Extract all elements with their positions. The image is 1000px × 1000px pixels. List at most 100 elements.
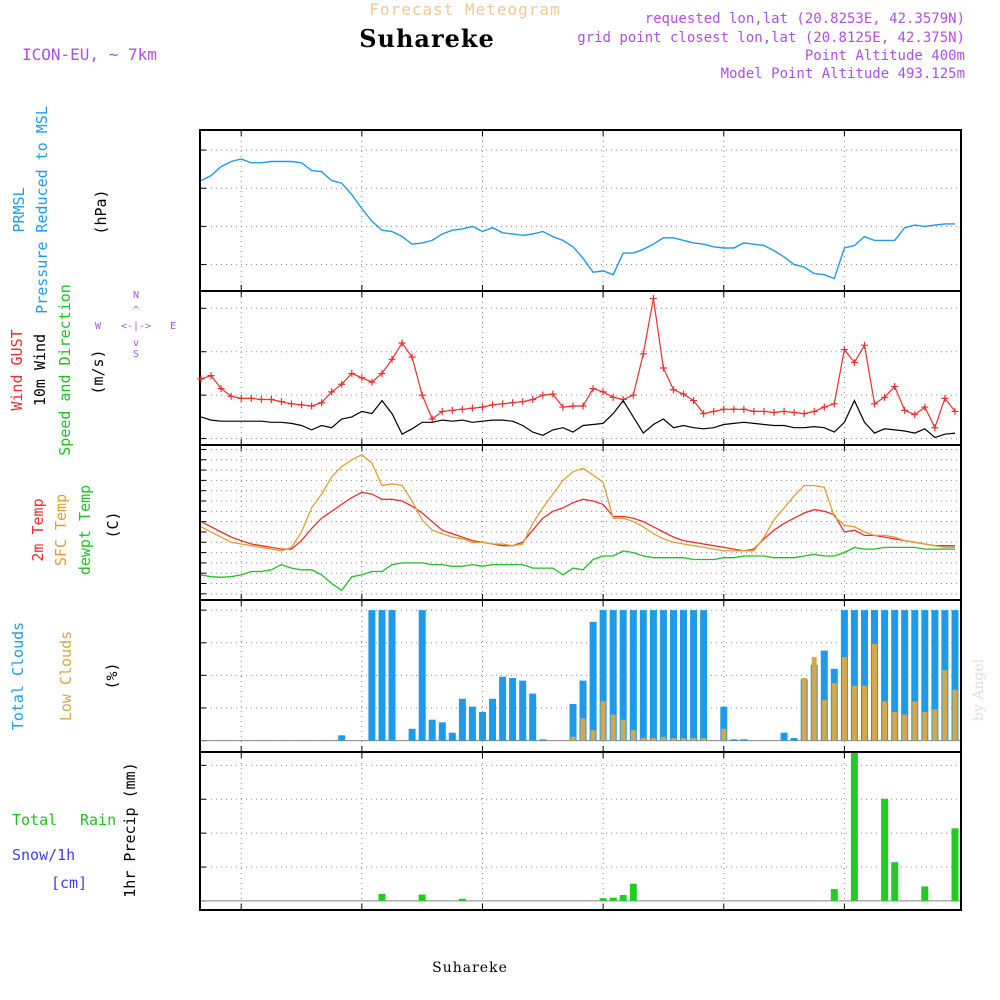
wind-gust-marker [750,407,758,415]
header-grid-point: grid point closest lon,lat (20.8125E, 42… [577,30,965,46]
low-clouds-bar [691,738,697,741]
wind-gust-marker [438,407,446,415]
wind-gust-marker [207,372,215,380]
temp-panel-labels: 2m Temp SFC Temp dewpt Temp (C) [29,485,122,575]
wind-gust-marker [408,353,416,361]
total-clouds-bar [499,676,507,741]
wind-gust-marker [499,400,507,408]
temp-panel-frame [199,444,962,601]
precip-label-cm: [cm] [51,874,87,892]
low-clouds-bar [821,700,827,741]
wind-gust-marker [629,391,637,399]
wind-gust-marker [710,407,718,415]
rain-bar [418,894,426,901]
wind-gust-marker [328,388,336,396]
wind-gust-marker [579,402,587,410]
wind-gust-line [200,298,956,430]
pressure-label-prmsl: PRMSL [10,187,28,232]
temp-label-2m: 2m Temp [29,498,47,561]
low-clouds-bar [872,644,877,741]
total-clouds-bar [931,610,939,741]
temp-unit: (C) [104,511,122,538]
header-point-altitude: Point Altitude 400m [805,48,965,64]
low-clouds-bar [630,730,636,741]
low-clouds-bar [932,709,938,741]
total-clouds-bar [690,610,698,741]
wind-gust-marker [287,400,295,408]
header-model: ICON-EU, ~ 7km [22,45,157,64]
wind-gust-marker [237,394,245,402]
wind-gust-marker [850,359,858,367]
temp-label-sfc: SFC Temp [52,494,70,566]
total-clouds-bar [539,739,547,741]
total-clouds-bar [408,728,416,741]
pressure-unit: (hPa) [92,189,110,234]
wind-gust-marker [519,398,527,406]
wind-label-speed-dir: Speed and Direction [56,284,74,456]
low-clouds-bar [831,683,837,741]
wind-gust-marker [780,407,788,415]
pressure-panel-frame [199,129,962,292]
wind-gust-marker [378,369,386,377]
wind-gust-marker [589,385,597,393]
wind-gust-marker [901,406,909,414]
wind-panel-frame [199,290,962,446]
low-clouds-bar [580,718,586,741]
total-clouds-bar [458,698,466,741]
wind-gust-marker [448,406,456,414]
rain-bar [881,798,889,901]
wind-gust-marker [257,395,265,403]
wind-gust-marker [830,400,838,408]
wind-rose: N S W E <-|-> ^ v [95,290,176,360]
precip-panel-labels: Total Rain Snow/1h [cm] 1hr Precip (mm) [12,762,139,897]
wind-gust-marker [298,401,306,409]
precip-label-snow: Snow/1h [12,846,75,864]
rain-bar [458,898,466,901]
total-clouds-bar [609,610,617,741]
rain-bar [599,898,607,901]
rain-bar [951,828,959,901]
low-clouds-bar [942,670,948,741]
header-model-altitude: Model Point Altitude 493.125m [721,66,965,82]
wind-gust-marker [609,393,617,401]
low-clouds-bar [811,657,817,741]
low-clouds-bar [600,701,606,741]
low-clouds-bar [841,657,847,741]
wind-gust-marker [458,405,466,413]
wind-gust-marker [529,395,537,403]
wind-rose-n: N [133,290,139,301]
wind-gust-marker [730,405,738,413]
wind-gust-marker [358,374,366,382]
total-clouds-bar [740,739,748,741]
wind-gust-marker [790,409,798,417]
wind-gust-marker [549,390,557,398]
rain-bar [891,862,899,901]
low-clouds-bar [922,711,928,741]
rain-bar [850,753,858,901]
low-clouds-bar [701,738,707,741]
total-clouds-bar [338,735,346,741]
low-clouds-bar [681,738,686,741]
wind-gust-marker [348,369,356,377]
temp-label-dewpt: dewpt Temp [76,485,94,575]
wind-gust-marker [398,339,406,347]
total-clouds-bar [951,610,959,741]
low-clouds-bar [902,714,908,741]
total-clouds-bar [509,678,517,741]
total-clouds-bar [448,732,456,741]
wind-gust-marker [770,409,778,417]
wind-gust-marker [217,385,225,393]
wind-gust-marker [931,424,939,432]
wind-gust-marker [659,364,667,372]
low-clouds-bar [862,685,867,741]
wind-gust-marker [700,410,708,418]
wind-gust-marker [559,403,567,411]
total-clouds-bar [659,610,667,741]
wind-gust-marker [810,407,818,415]
total-clouds-bar [479,711,486,741]
rain-bar [609,897,617,901]
low-clouds-bar [671,738,676,741]
wind-label-10m: 10m Wind [31,334,49,406]
total-clouds-bar [861,610,868,741]
low-clouds-bar [851,685,857,741]
